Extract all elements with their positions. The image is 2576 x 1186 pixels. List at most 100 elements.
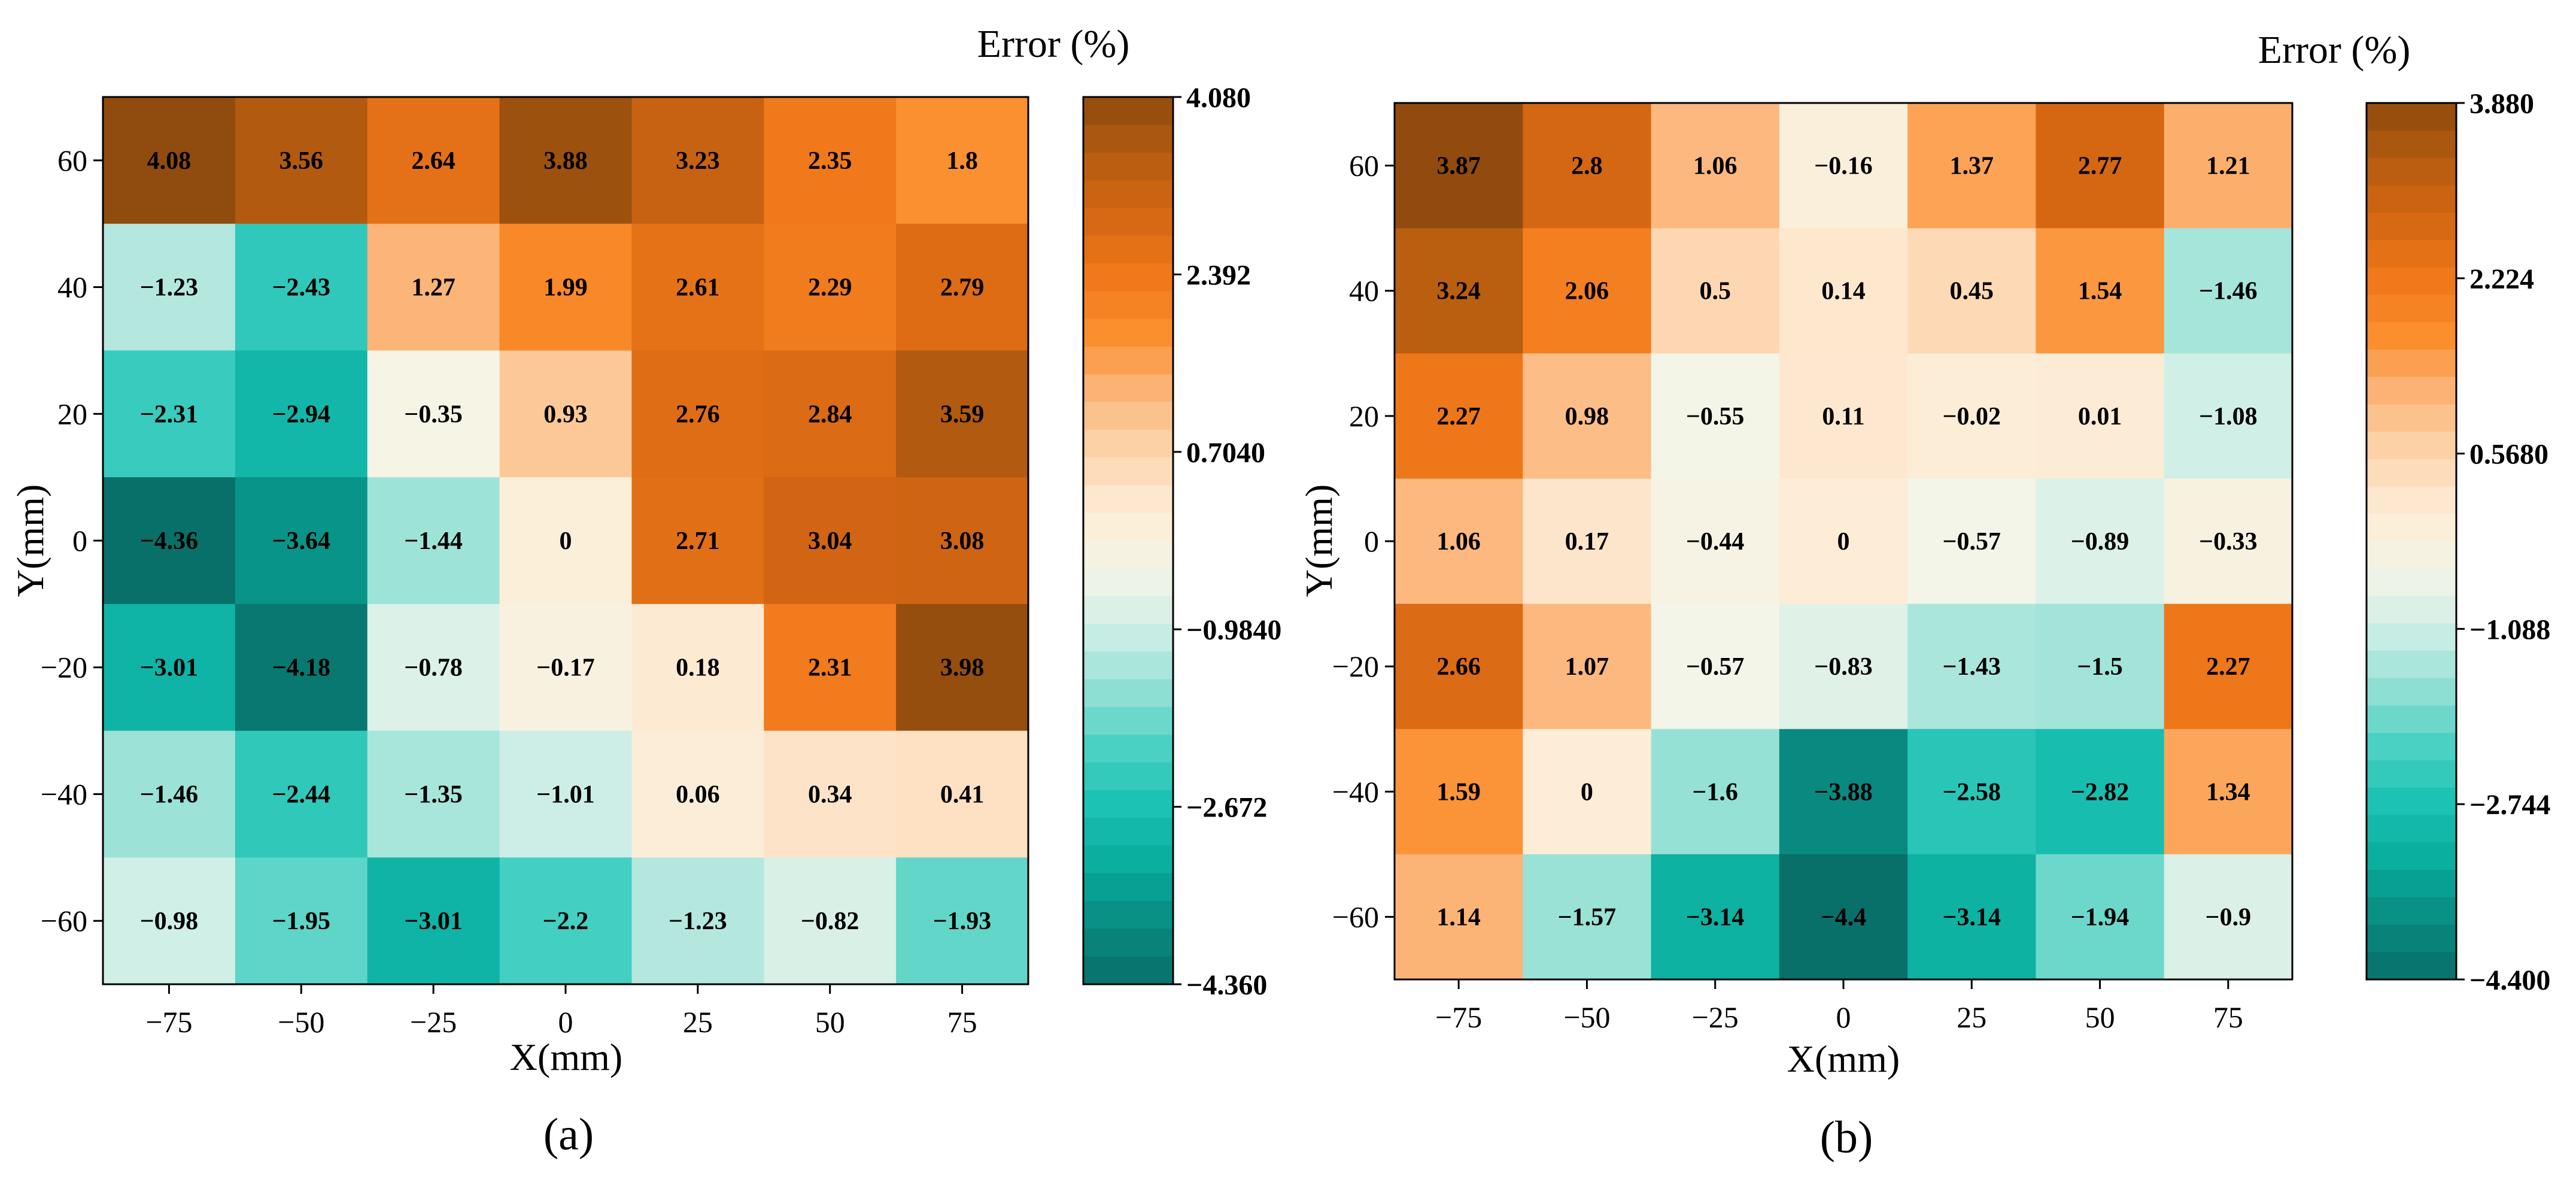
heatmap-cell bbox=[499, 477, 633, 605]
heatmap-cell bbox=[103, 857, 236, 985]
colorbar-band bbox=[1083, 956, 1173, 985]
cell-value-label: −1.6 bbox=[1692, 778, 1737, 806]
colorbar-band bbox=[1083, 152, 1173, 181]
heatmap-cell bbox=[235, 730, 368, 858]
heatmap-cell bbox=[1779, 854, 1908, 980]
cell-value-label: 3.56 bbox=[280, 147, 324, 175]
heatmap-cell bbox=[367, 730, 500, 858]
colorbar-band bbox=[2367, 924, 2456, 953]
cell-value-label: −0.9 bbox=[2206, 903, 2251, 931]
cell-value-label: 4.08 bbox=[147, 147, 192, 175]
heatmap-cell bbox=[764, 97, 897, 225]
cell-value-label: 2.71 bbox=[676, 527, 720, 555]
x-tick-label: 75 bbox=[947, 1005, 977, 1039]
cell-value-label: 3.59 bbox=[940, 401, 985, 428]
heatmap-cell bbox=[1907, 103, 2037, 229]
cell-value-label: −1.35 bbox=[404, 781, 462, 808]
heatmap-cell bbox=[764, 223, 897, 351]
cell-value-label: −3.88 bbox=[1814, 778, 1872, 806]
heatmap-cell bbox=[2036, 103, 2165, 229]
cell-value-label: −2.43 bbox=[272, 274, 330, 302]
heatmap-cells bbox=[1395, 103, 2293, 980]
cell-value-label: 2.27 bbox=[2206, 653, 2250, 681]
y-axis-ticks: 60 40 20 0 −20 −40 −60 bbox=[41, 144, 103, 938]
cell-value-label: 1.37 bbox=[1950, 153, 1994, 180]
colorbar-band bbox=[2367, 377, 2456, 405]
y-tick-label: 20 bbox=[57, 397, 87, 430]
cell-value-label: −0.33 bbox=[2199, 528, 2257, 556]
cell-value-label: −0.82 bbox=[801, 908, 859, 935]
heatmap-cell bbox=[764, 477, 897, 605]
colorbar-title: Error (%) bbox=[2258, 28, 2411, 72]
colorbar-tick-label: −2.744 bbox=[2469, 789, 2550, 821]
colorbar-band bbox=[2367, 678, 2456, 706]
x-tick-label: 0 bbox=[558, 1005, 573, 1039]
cell-value-label: −1.44 bbox=[404, 527, 462, 555]
cell-labels: 4.08 3.56 2.64 3.88 3.23 2.35 1.8 −1.23 −2.43 1.2… bbox=[140, 147, 992, 935]
cell-value-label: 1.06 bbox=[1436, 528, 1481, 556]
cell-value-label: 1.06 bbox=[1693, 153, 1737, 180]
x-tick-label: −75 bbox=[145, 1005, 192, 1039]
cell-value-label: −0.44 bbox=[1686, 528, 1744, 556]
heatmap-cell bbox=[235, 603, 368, 732]
heatmap-cell bbox=[1907, 478, 2037, 605]
panel-label: (b) bbox=[1820, 1112, 1873, 1163]
cell-value-label: 0.98 bbox=[1565, 403, 1609, 430]
cell-value-label: 1.54 bbox=[2078, 278, 2122, 305]
colorbar-band bbox=[1083, 208, 1173, 236]
y-axis-ticks: 60 40 20 0 −20 −40 −60 bbox=[1332, 149, 1395, 933]
colorbar-band bbox=[2367, 514, 2456, 542]
heatmap-cell bbox=[2036, 729, 2165, 855]
colorbar-band bbox=[1083, 651, 1173, 680]
colorbar-tick-label: −4.360 bbox=[1186, 969, 1267, 1001]
heatmap-cell bbox=[896, 350, 1029, 478]
cell-value-label: 2.8 bbox=[1571, 153, 1603, 180]
heatmap-cell bbox=[1651, 228, 1780, 354]
heatmap-cell bbox=[499, 350, 633, 478]
y-tick-label: −20 bbox=[1332, 650, 1379, 683]
cell-value-label: 3.08 bbox=[940, 527, 985, 555]
cell-value-label: 0.45 bbox=[1950, 278, 1994, 305]
cell-value-label: 2.84 bbox=[808, 401, 852, 428]
cell-value-label: 1.8 bbox=[946, 147, 978, 175]
heatmap-cell bbox=[1651, 603, 1780, 730]
heatmap-cell bbox=[1907, 729, 2037, 855]
cell-value-label: 0.18 bbox=[676, 654, 720, 682]
heatmap-cell bbox=[2036, 854, 2165, 980]
y-tick-label: 60 bbox=[57, 144, 87, 177]
heatmap-cell bbox=[1395, 854, 1523, 980]
heatmap-cell bbox=[631, 857, 764, 985]
heatmap-cell bbox=[103, 603, 236, 732]
colorbar-band bbox=[2367, 870, 2456, 898]
y-tick-label: 60 bbox=[1349, 149, 1379, 183]
heatmap-cell bbox=[235, 477, 368, 605]
colorbar-band bbox=[2367, 897, 2456, 926]
cell-value-label: 2.31 bbox=[808, 654, 852, 682]
heatmap-cell bbox=[1779, 103, 1908, 229]
heatmap-cell bbox=[2036, 228, 2165, 354]
heatmap-cell bbox=[1523, 729, 1652, 855]
x-tick-label: −50 bbox=[278, 1005, 324, 1039]
colorbar-band bbox=[1083, 180, 1173, 208]
heatmap-cell bbox=[235, 97, 368, 225]
colorbar-frame bbox=[1082, 96, 1174, 985]
heatmap-cell bbox=[764, 350, 897, 478]
x-tick-label: 50 bbox=[815, 1005, 845, 1039]
colorbar-band bbox=[1083, 901, 1173, 929]
colorbar-band bbox=[1083, 512, 1173, 541]
cell-value-label: −4.4 bbox=[1821, 903, 1866, 931]
y-tick-label: −20 bbox=[41, 651, 87, 684]
cell-value-label: 0.34 bbox=[808, 781, 852, 808]
heatmap-cell bbox=[896, 223, 1029, 351]
colorbar-band bbox=[1083, 818, 1173, 847]
cell-value-label: −2.94 bbox=[272, 401, 330, 428]
x-tick-label: −25 bbox=[1692, 1000, 1739, 1034]
colorbar-band bbox=[1083, 596, 1173, 624]
colorbar-band bbox=[2367, 952, 2456, 980]
heatmap-cell bbox=[367, 603, 500, 732]
cell-value-label: 0 bbox=[1581, 778, 1593, 806]
heatmap-cell bbox=[1779, 228, 1908, 354]
heatmap-cell bbox=[896, 97, 1029, 225]
heatmap-cell bbox=[1907, 603, 2037, 730]
colorbar-band bbox=[1083, 457, 1173, 486]
